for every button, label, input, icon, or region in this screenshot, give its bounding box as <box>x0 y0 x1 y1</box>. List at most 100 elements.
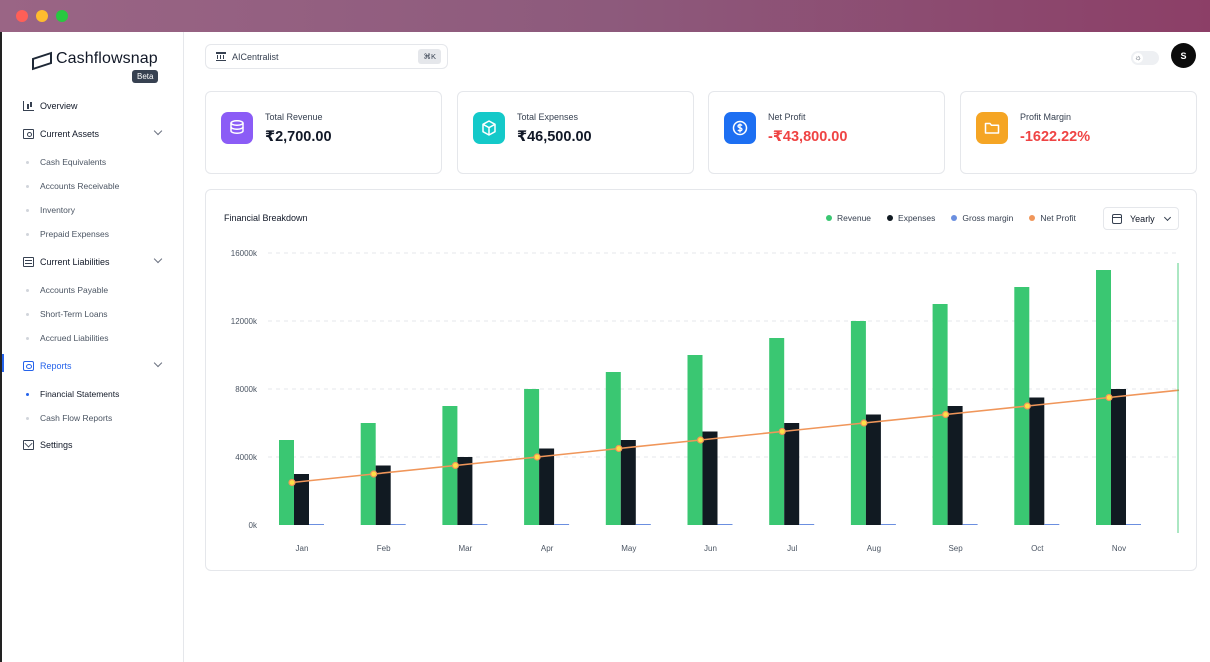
period-select[interactable]: Yearly <box>1103 207 1179 230</box>
expenses-bar <box>457 457 473 525</box>
close-window-button[interactable] <box>16 10 28 22</box>
sidebar-subitem-label: Accounts Receivable <box>40 181 120 191</box>
chevron-down-icon <box>153 254 163 264</box>
coins-icon <box>221 112 253 144</box>
sidebar-subitem-inventory[interactable]: Inventory <box>26 203 75 217</box>
sidebar-item-overview[interactable]: Overview <box>23 98 78 114</box>
legend-item-net-profit[interactable]: Net Profit <box>1029 213 1076 223</box>
revenue-bar <box>279 440 294 525</box>
sidebar-subitem-prepaid-expenses[interactable]: Prepaid Expenses <box>26 227 109 241</box>
sidebar-item-label: Overview <box>40 101 78 111</box>
stat-label: Net Profit <box>768 112 806 122</box>
avatar[interactable]: S <box>1171 43 1196 68</box>
sidebar-subitem-accounts-receivable[interactable]: Accounts Receivable <box>26 179 119 193</box>
brand-name: Cashflowsnap <box>56 50 158 67</box>
legend-label: Gross margin <box>962 213 1014 223</box>
x-tick-label: Jul <box>787 544 797 553</box>
cash-icon <box>23 129 34 139</box>
sidebar-subitem-short-term-loans[interactable]: Short-Term Loans <box>26 307 108 321</box>
theme-toggle[interactable]: ☼ <box>1131 51 1159 65</box>
shortcut-hint: ⌘K <box>418 49 441 64</box>
net-profit-point <box>288 478 296 487</box>
financial-breakdown-chart: 0k 4000k 8000k 12000k 16000k Jan Feb Mar Apr May J… <box>231 249 1180 553</box>
mail-icon <box>23 440 34 450</box>
minimize-window-button[interactable] <box>36 10 48 22</box>
net-profit-point <box>533 453 541 461</box>
legend-label: Revenue <box>837 213 872 223</box>
sidebar-subitem-label: Prepaid Expenses <box>40 229 109 239</box>
x-tick-label: Sep <box>948 544 963 553</box>
bullet-icon <box>26 312 29 316</box>
net-profit-point <box>941 410 950 419</box>
expenses-bar <box>539 448 555 525</box>
net-profit-point <box>1023 402 1031 410</box>
net-profit-line <box>291 389 1180 484</box>
stat-card-net-profit: Net Profit -₹43,800.00 <box>708 91 945 174</box>
legend-item-revenue[interactable]: Revenue <box>826 213 871 223</box>
org-name: AICentralist <box>232 51 279 62</box>
org-switcher[interactable]: AICentralist ⌘K <box>205 44 448 69</box>
x-tick-label: Jan <box>296 544 309 553</box>
sidebar-subitem-label: Accounts Payable <box>40 285 109 295</box>
bullet-icon <box>26 416 29 420</box>
sidebar-subitem-cash-flow-reports[interactable]: Cash Flow Reports <box>26 411 112 425</box>
liabilities-icon <box>23 257 34 267</box>
bank-icon <box>216 52 226 61</box>
sidebar-subitem-financial-statements[interactable]: Financial Statements <box>26 387 119 401</box>
sidebar-item-current-liabilities[interactable]: Current Liabilities <box>23 254 163 270</box>
stat-card-total-revenue: Total Revenue ₹2,700.00 <box>205 91 442 174</box>
stat-value: ₹2,700.00 <box>265 129 332 145</box>
box-icon <box>473 112 505 144</box>
gross-margin-bar <box>717 524 733 525</box>
bullet-icon <box>26 160 29 164</box>
legend-item-expenses[interactable]: Expenses <box>887 213 935 223</box>
period-label: Yearly <box>1130 213 1155 224</box>
stat-label: Total Expenses <box>517 112 579 122</box>
sidebar-item-label: Current Liabilities <box>40 257 110 267</box>
stat-label: Profit Margin <box>1020 112 1072 122</box>
sidebar-subitem-cash-equivalents[interactable]: Cash Equivalents <box>26 155 106 169</box>
sidebar-subitem-accrued-liabilities[interactable]: Accrued Liabilities <box>26 331 109 345</box>
maximize-window-button[interactable] <box>56 10 68 22</box>
sidebar-subitem-label: Short-Term Loans <box>40 309 108 319</box>
net-profit-point <box>1105 393 1113 402</box>
active-indicator <box>2 354 4 372</box>
x-tick-label: Feb <box>377 544 391 553</box>
net-profit-point <box>778 427 786 436</box>
sidebar-item-reports[interactable]: Reports <box>23 358 163 374</box>
x-tick-label: Aug <box>867 544 881 553</box>
net-profit-point <box>451 461 459 470</box>
reports-icon <box>23 361 34 371</box>
gross-margin-bar <box>880 524 896 525</box>
legend-label: Net Profit <box>1040 213 1076 223</box>
expenses-bar <box>702 431 718 525</box>
y-tick-label: 12000k <box>231 317 258 326</box>
expenses-bar <box>865 414 881 525</box>
legend-item-gross-margin[interactable]: Gross margin <box>951 213 1013 223</box>
chart-title: Financial Breakdown <box>224 213 308 223</box>
gross-margin-bar <box>472 524 488 525</box>
bullet-icon <box>26 184 29 188</box>
expenses-bar <box>947 406 963 525</box>
window-titlebar <box>0 0 1210 32</box>
bullet-icon <box>26 288 29 292</box>
legend-label: Expenses <box>898 213 936 223</box>
chevron-down-icon <box>153 358 163 368</box>
legend-dot <box>951 215 958 221</box>
sidebar-item-settings[interactable]: Settings <box>23 437 73 453</box>
x-tick-label: Mar <box>459 544 473 553</box>
gross-margin-bar <box>635 524 651 525</box>
brand[interactable]: Cashflowsnap <box>30 49 158 69</box>
sidebar-subitem-accounts-payable[interactable]: Accounts Payable <box>26 283 108 297</box>
expenses-bar <box>375 465 391 525</box>
x-tick-label: Oct <box>1031 544 1044 553</box>
sidebar-subitem-label: Accrued Liabilities <box>40 333 109 343</box>
y-tick-label: 8000k <box>235 385 258 394</box>
expenses-bar <box>784 423 800 525</box>
sidebar-item-label: Settings <box>40 440 73 450</box>
gross-margin-bar <box>390 524 406 525</box>
gross-margin-bar <box>799 524 815 525</box>
stat-value: -1622.22% <box>1020 129 1091 145</box>
sidebar-item-current-assets[interactable]: Current Assets <box>23 126 163 142</box>
bullet-icon <box>26 392 29 396</box>
